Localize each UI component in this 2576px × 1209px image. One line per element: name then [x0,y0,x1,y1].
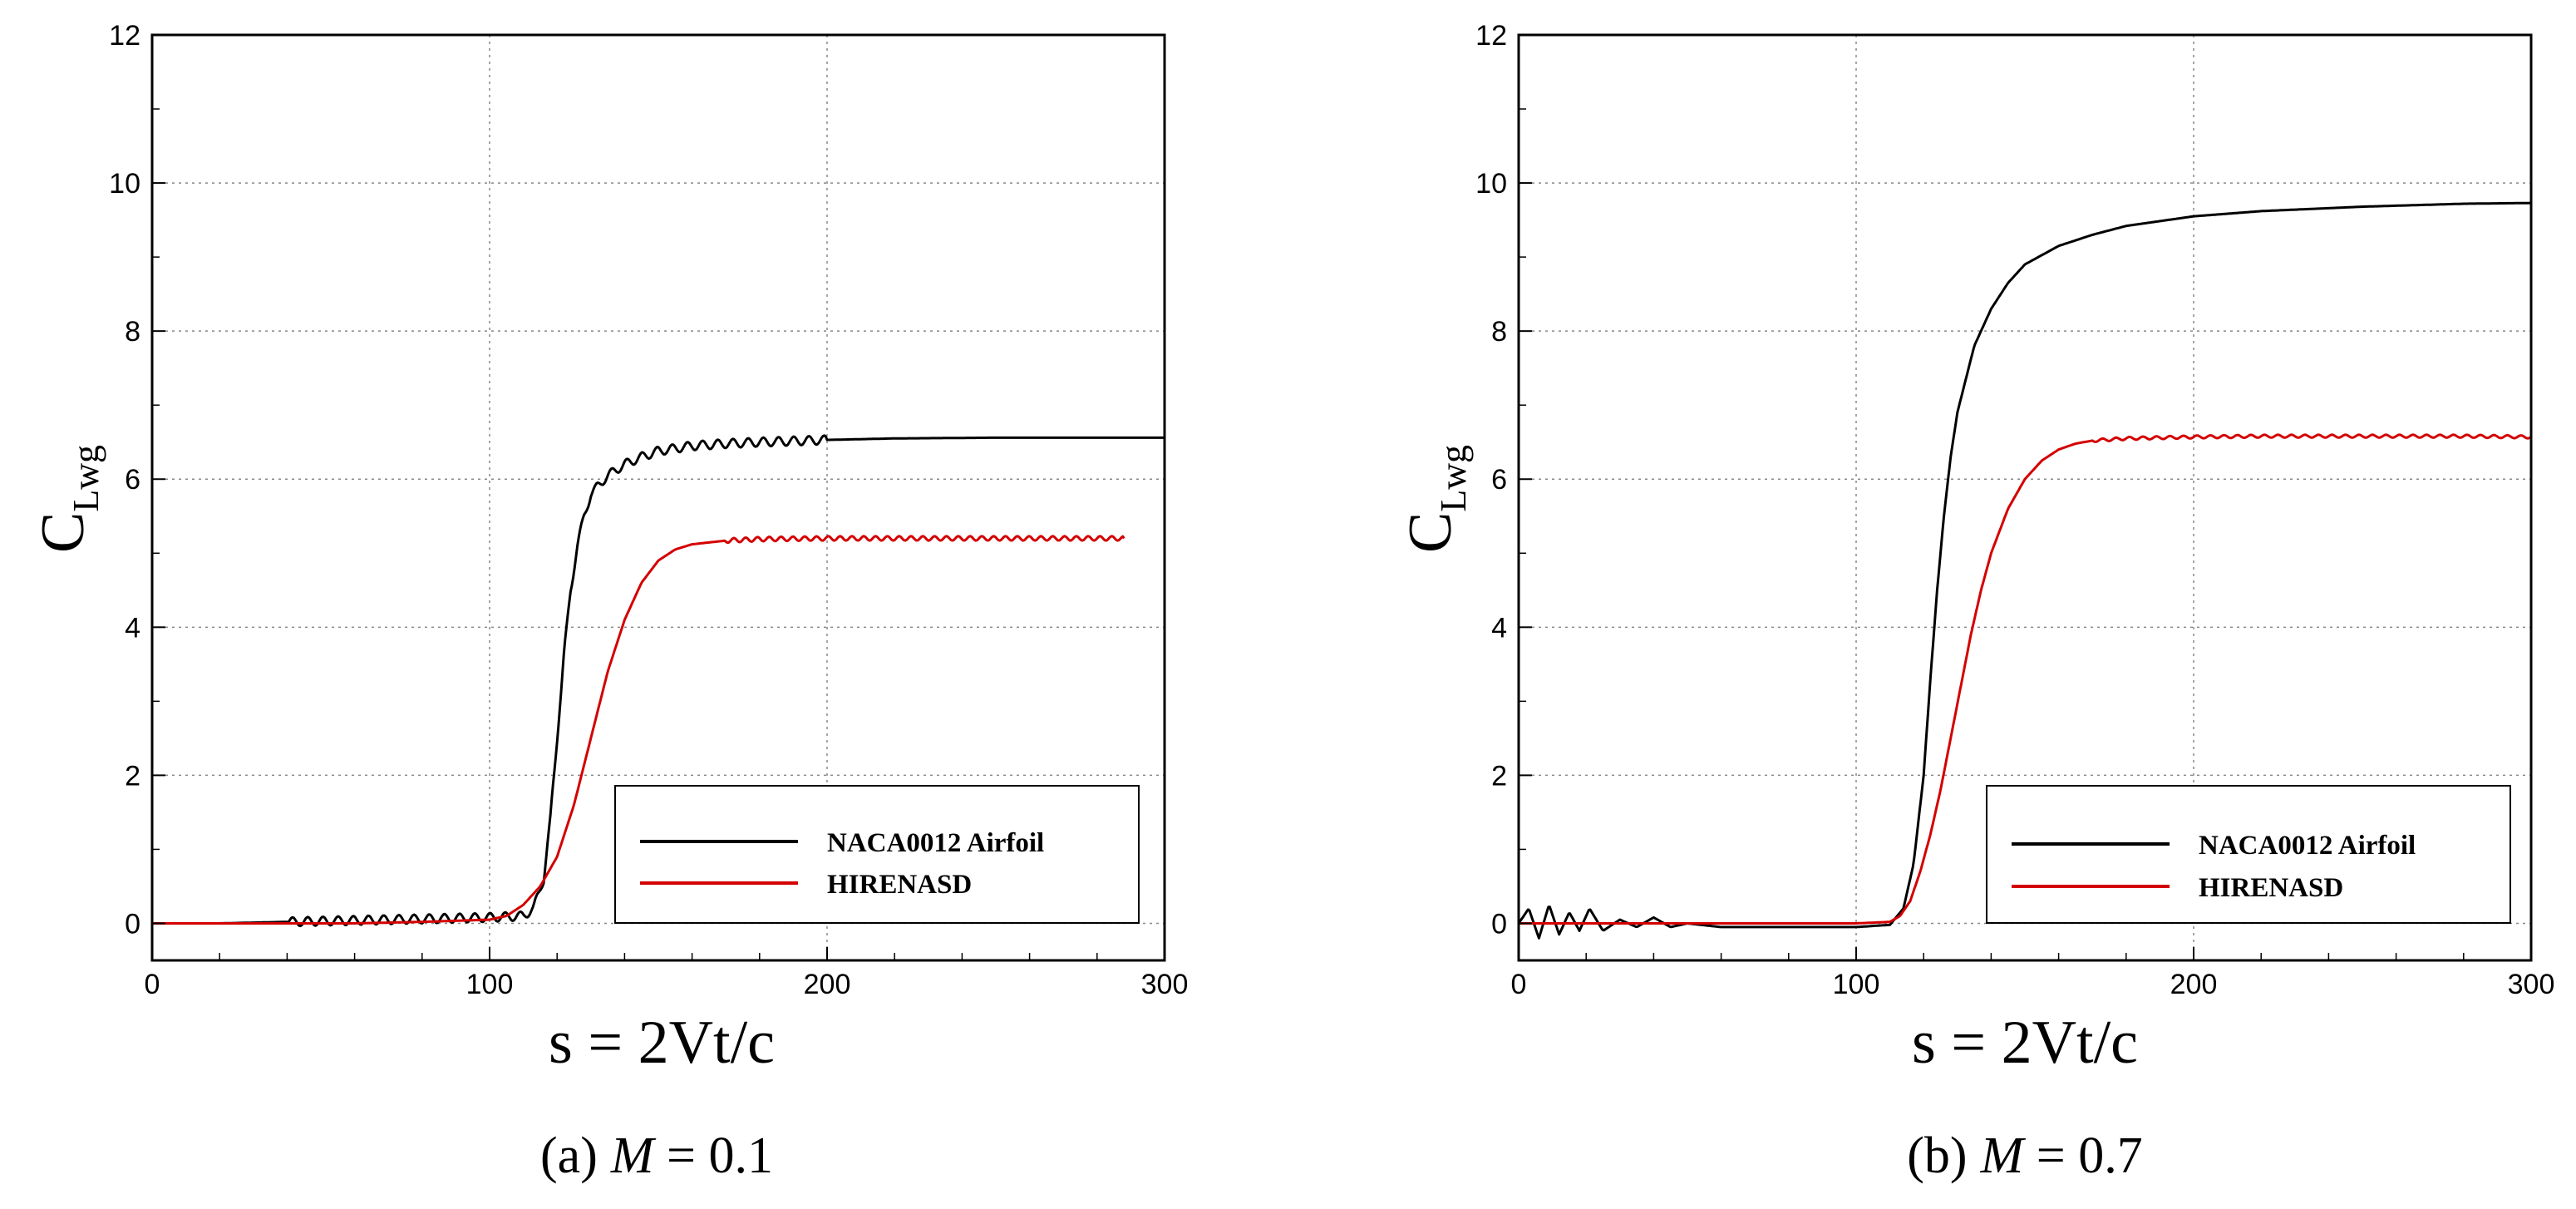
panel-b-plot-frame [1517,33,2533,962]
a-ytick-label-8: 8 [125,316,140,348]
b-xtick-label-100: 100 [1833,969,1880,1000]
a-xtick-label-200: 200 [804,969,851,1000]
panel-a-y-axis-title: CLwg [29,445,106,553]
b-ytick-label-4: 4 [1491,612,1507,644]
panel-a-ytick-labels: 0 2 4 6 8 10 12 [109,20,140,940]
panel-a-series [152,434,1165,928]
panel-b-legend-box [1986,785,2511,924]
a-xtick-label-300: 300 [1141,969,1189,1000]
panel-b-xtick-labels: 0 100 200 300 [1511,969,2555,1000]
a-ytick-label-2: 2 [125,760,140,792]
panel-a-x-axis-title: s = 2Vt/c [549,1009,775,1077]
a-ytick-label-6: 6 [125,464,140,496]
panel-a-caption: (a) M = 0.1 [540,1128,773,1184]
b-ytick-label-6: 6 [1491,464,1507,496]
panel-b-legend-label-hirenasd: HIRENASD [2199,873,2343,903]
panel-a-legend-label-hirenasd: HIRENASD [827,870,972,900]
panel-a: 0 2 4 6 8 10 12 0 100 200 300 s = 2Vt/c CLwg NACA… [29,20,1188,1184]
panel-a-legend-label-naca: NACA0012 Airfoil [827,828,1044,858]
panel-a-legend: NACA0012 Airfoil HIRENASD [614,785,1140,924]
b-ytick-label-10: 10 [1475,168,1507,200]
a-ytick-label-0: 0 [125,908,140,940]
a-ytick-label-4: 4 [125,612,140,644]
panel-b-legend: NACA0012 Airfoil HIRENASD [1986,785,2511,924]
a-xtick-label-0: 0 [145,969,160,1000]
a-series-naca0012 [152,434,1165,928]
b-series-hirenasd [1519,433,2532,925]
panel-a-xtick-labels: 0 100 200 300 [145,969,1189,1000]
b-ytick-label-2: 2 [1491,760,1507,792]
panel-b-ytick-labels: 0 2 4 6 8 10 12 [1475,20,1507,940]
b-ytick-label-8: 8 [1491,316,1507,348]
b-ytick-label-0: 0 [1491,908,1507,940]
panel-b: 0 2 4 6 8 10 12 0 100 200 300 s = 2Vt/c CLwg NACA… [1396,20,2554,1184]
panel-b-ticks [1518,34,2532,960]
b-ytick-label-12: 12 [1475,20,1507,52]
a-ytick-label-10: 10 [109,168,140,200]
panel-b-y-axis-title: CLwg [1396,445,1474,553]
a-ytick-label-12: 12 [109,20,140,52]
panel-a-legend-box [614,785,1140,924]
b-xtick-label-0: 0 [1511,969,1527,1000]
panel-b-caption: (b) M = 0.7 [1907,1128,2142,1184]
panel-b-series [1517,201,2532,940]
a-series-hirenasd [152,535,1125,925]
b-xtick-label-300: 300 [2508,969,2555,1000]
a-xtick-label-100: 100 [466,969,514,1000]
panel-a-ticks [151,34,1165,960]
panel-b-legend-label-naca: NACA0012 Airfoil [2199,831,2416,861]
panel-a-plot-frame [150,33,1166,962]
b-xtick-label-200: 200 [2170,969,2218,1000]
panel-b-x-axis-title: s = 2Vt/c [1912,1009,2138,1077]
